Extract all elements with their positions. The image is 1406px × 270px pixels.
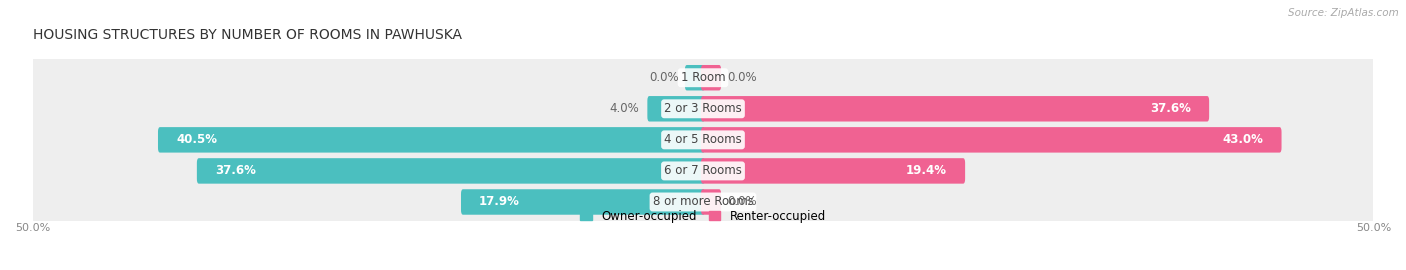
Text: 0.0%: 0.0% (650, 71, 679, 84)
FancyBboxPatch shape (702, 127, 1281, 153)
FancyBboxPatch shape (702, 189, 721, 215)
Text: HOUSING STRUCTURES BY NUMBER OF ROOMS IN PAWHUSKA: HOUSING STRUCTURES BY NUMBER OF ROOMS IN… (32, 28, 461, 42)
Text: 8 or more Rooms: 8 or more Rooms (652, 195, 754, 208)
FancyBboxPatch shape (647, 96, 704, 122)
Text: Source: ZipAtlas.com: Source: ZipAtlas.com (1288, 8, 1399, 18)
Text: 19.4%: 19.4% (905, 164, 948, 177)
Text: 0.0%: 0.0% (727, 71, 756, 84)
FancyBboxPatch shape (685, 65, 704, 90)
FancyBboxPatch shape (157, 127, 704, 153)
Text: 40.5%: 40.5% (176, 133, 217, 146)
Text: 6 or 7 Rooms: 6 or 7 Rooms (664, 164, 742, 177)
Legend: Owner-occupied, Renter-occupied: Owner-occupied, Renter-occupied (575, 205, 831, 228)
Text: 2 or 3 Rooms: 2 or 3 Rooms (664, 102, 742, 115)
Text: 4 or 5 Rooms: 4 or 5 Rooms (664, 133, 742, 146)
Text: 37.6%: 37.6% (215, 164, 256, 177)
Text: 4.0%: 4.0% (609, 102, 638, 115)
Text: 1 Room: 1 Room (681, 71, 725, 84)
Text: 37.6%: 37.6% (1150, 102, 1191, 115)
FancyBboxPatch shape (32, 55, 1374, 101)
FancyBboxPatch shape (32, 148, 1374, 194)
FancyBboxPatch shape (702, 96, 1209, 122)
Text: 0.0%: 0.0% (727, 195, 756, 208)
FancyBboxPatch shape (702, 158, 965, 184)
FancyBboxPatch shape (32, 117, 1374, 163)
Text: 17.9%: 17.9% (479, 195, 520, 208)
FancyBboxPatch shape (32, 86, 1374, 132)
Text: 43.0%: 43.0% (1223, 133, 1264, 146)
FancyBboxPatch shape (32, 179, 1374, 225)
FancyBboxPatch shape (197, 158, 704, 184)
FancyBboxPatch shape (702, 65, 721, 90)
FancyBboxPatch shape (461, 189, 704, 215)
